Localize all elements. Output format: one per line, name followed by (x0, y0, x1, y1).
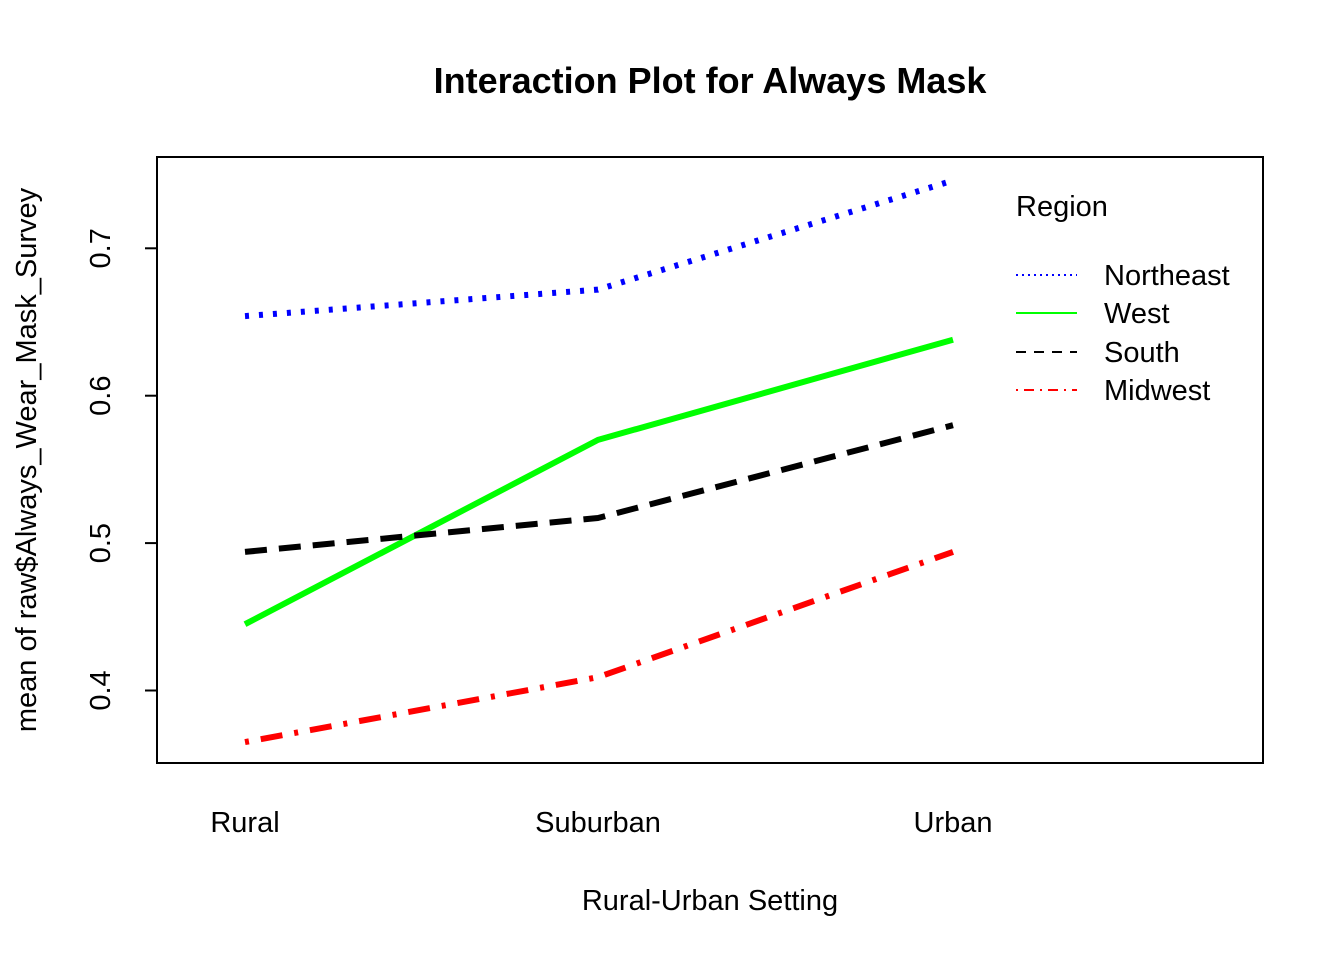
legend-label-northeast: Northeast (1104, 260, 1230, 292)
legend-label-south: South (1104, 337, 1180, 369)
plot-frame (156, 156, 1264, 764)
chart-title: Interaction Plot for Always Mask (434, 60, 988, 101)
series-line-south (244, 422, 954, 555)
series-line-northeast (244, 177, 954, 320)
y-tick-label: 0.6 (85, 376, 117, 416)
legend-label-midwest: Midwest (1104, 375, 1210, 407)
x-axis-label: Rural-Urban Setting (582, 885, 838, 917)
y-tick-label: 0.5 (85, 523, 117, 563)
legend-title: Region (1016, 191, 1108, 223)
y-tick-label: 0.4 (85, 670, 117, 710)
series-layer (243, 177, 954, 746)
legend: Region Northeast West South Midwest (1016, 191, 1230, 407)
x-tick-label: Urban (914, 807, 993, 839)
legend-label-west: West (1104, 298, 1170, 330)
y-tick-label: 0.7 (85, 228, 117, 268)
y-axis-label: mean of raw$Always_Wear_Mask_Survey (11, 187, 43, 732)
y-axis: 0.4 0.5 0.6 0.7 (85, 228, 157, 711)
x-axis: Rural Suburban Urban (210, 807, 992, 839)
x-tick-label: Suburban (535, 807, 661, 839)
series-line-midwest (244, 549, 954, 746)
x-tick-label: Rural (210, 807, 279, 839)
series-line-west (243, 336, 954, 627)
